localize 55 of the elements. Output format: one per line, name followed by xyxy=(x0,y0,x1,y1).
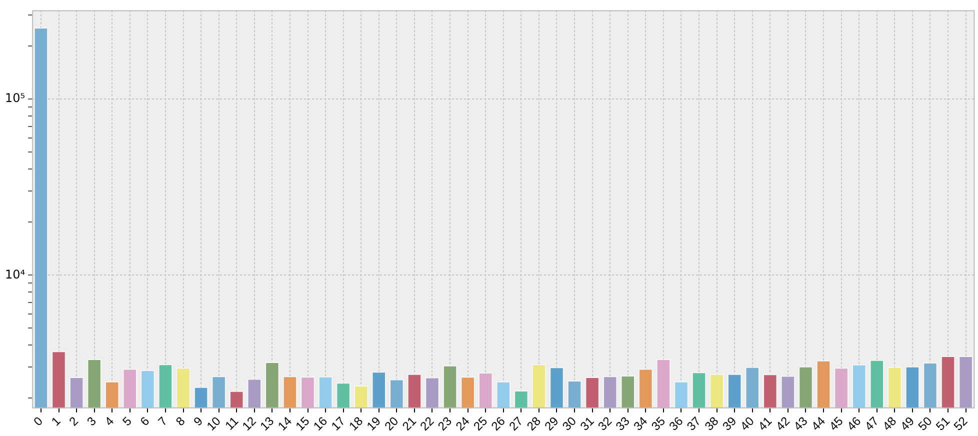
x-tick-label: 6 xyxy=(138,414,152,429)
x-tick-label: 13 xyxy=(257,414,277,434)
x-tick-label: 35 xyxy=(648,414,668,434)
y-tick-label: 10⁵ xyxy=(4,91,26,106)
x-tick-label: 49 xyxy=(898,414,918,434)
x-tick-label: 14 xyxy=(275,414,295,434)
x-tick-label: 51 xyxy=(933,414,953,434)
x-tick-label: 19 xyxy=(364,414,384,434)
x-tick-label: 2 xyxy=(66,414,82,429)
x-tick-label: 5 xyxy=(120,414,135,429)
x-tick-label: 41 xyxy=(755,414,775,434)
x-tick-label: 34 xyxy=(630,414,650,434)
x-tick-label: 29 xyxy=(542,414,562,434)
x-tick-label: 40 xyxy=(738,414,758,434)
x-tick-label: 20 xyxy=(382,414,402,434)
y-tick-label: 10⁴ xyxy=(4,267,26,282)
x-tick-label: 39 xyxy=(720,414,740,434)
x-tick-label: 3 xyxy=(84,414,100,429)
x-tick-label: 47 xyxy=(862,414,882,434)
x-tick-label: 48 xyxy=(880,414,900,434)
x-tick-label: 52 xyxy=(950,414,970,434)
x-tick-label: 44 xyxy=(808,414,828,434)
x-tick-label: 24 xyxy=(452,414,473,434)
x-tick-label: 9 xyxy=(190,414,206,429)
x-tick-label: 33 xyxy=(613,414,633,434)
x-tick-label: 25 xyxy=(470,414,490,434)
x-tick-label: 36 xyxy=(666,414,686,434)
x-tick-label: 12 xyxy=(240,414,260,434)
x-tick-label: 43 xyxy=(790,414,810,434)
x-tick-label: 21 xyxy=(400,414,420,434)
x-tick-label: 16 xyxy=(310,414,330,434)
x-tick-label: 50 xyxy=(915,414,935,434)
x-tick-label: 18 xyxy=(346,414,366,434)
x-tick-label: 0 xyxy=(30,414,46,429)
x-tick-label: 26 xyxy=(488,414,508,434)
x-tick-label: 42 xyxy=(773,414,793,434)
x-tick-label: 11 xyxy=(222,414,242,433)
x-tick-label: 23 xyxy=(435,414,455,434)
x-tick-label: 15 xyxy=(292,414,312,434)
x-tick-label: 37 xyxy=(684,414,704,434)
x-tick-label: 7 xyxy=(155,414,170,429)
x-tick-label: 17 xyxy=(328,414,348,434)
x-tick-label: 1 xyxy=(48,414,64,429)
x-tick-label: 30 xyxy=(560,414,580,434)
x-tick-label: 45 xyxy=(826,414,846,434)
x-tick-label: 31 xyxy=(577,414,598,434)
x-tick-label: 32 xyxy=(595,414,615,434)
x-tick-label: 38 xyxy=(702,414,722,434)
x-tick-label: 4 xyxy=(102,414,117,429)
x-tick-label: 28 xyxy=(524,414,544,434)
x-tick-label: 46 xyxy=(844,414,864,434)
x-tick-label: 10 xyxy=(204,414,224,434)
x-tick-label: 22 xyxy=(417,414,437,434)
x-tick-label: 8 xyxy=(173,414,188,429)
x-tick-label: 27 xyxy=(506,414,526,434)
